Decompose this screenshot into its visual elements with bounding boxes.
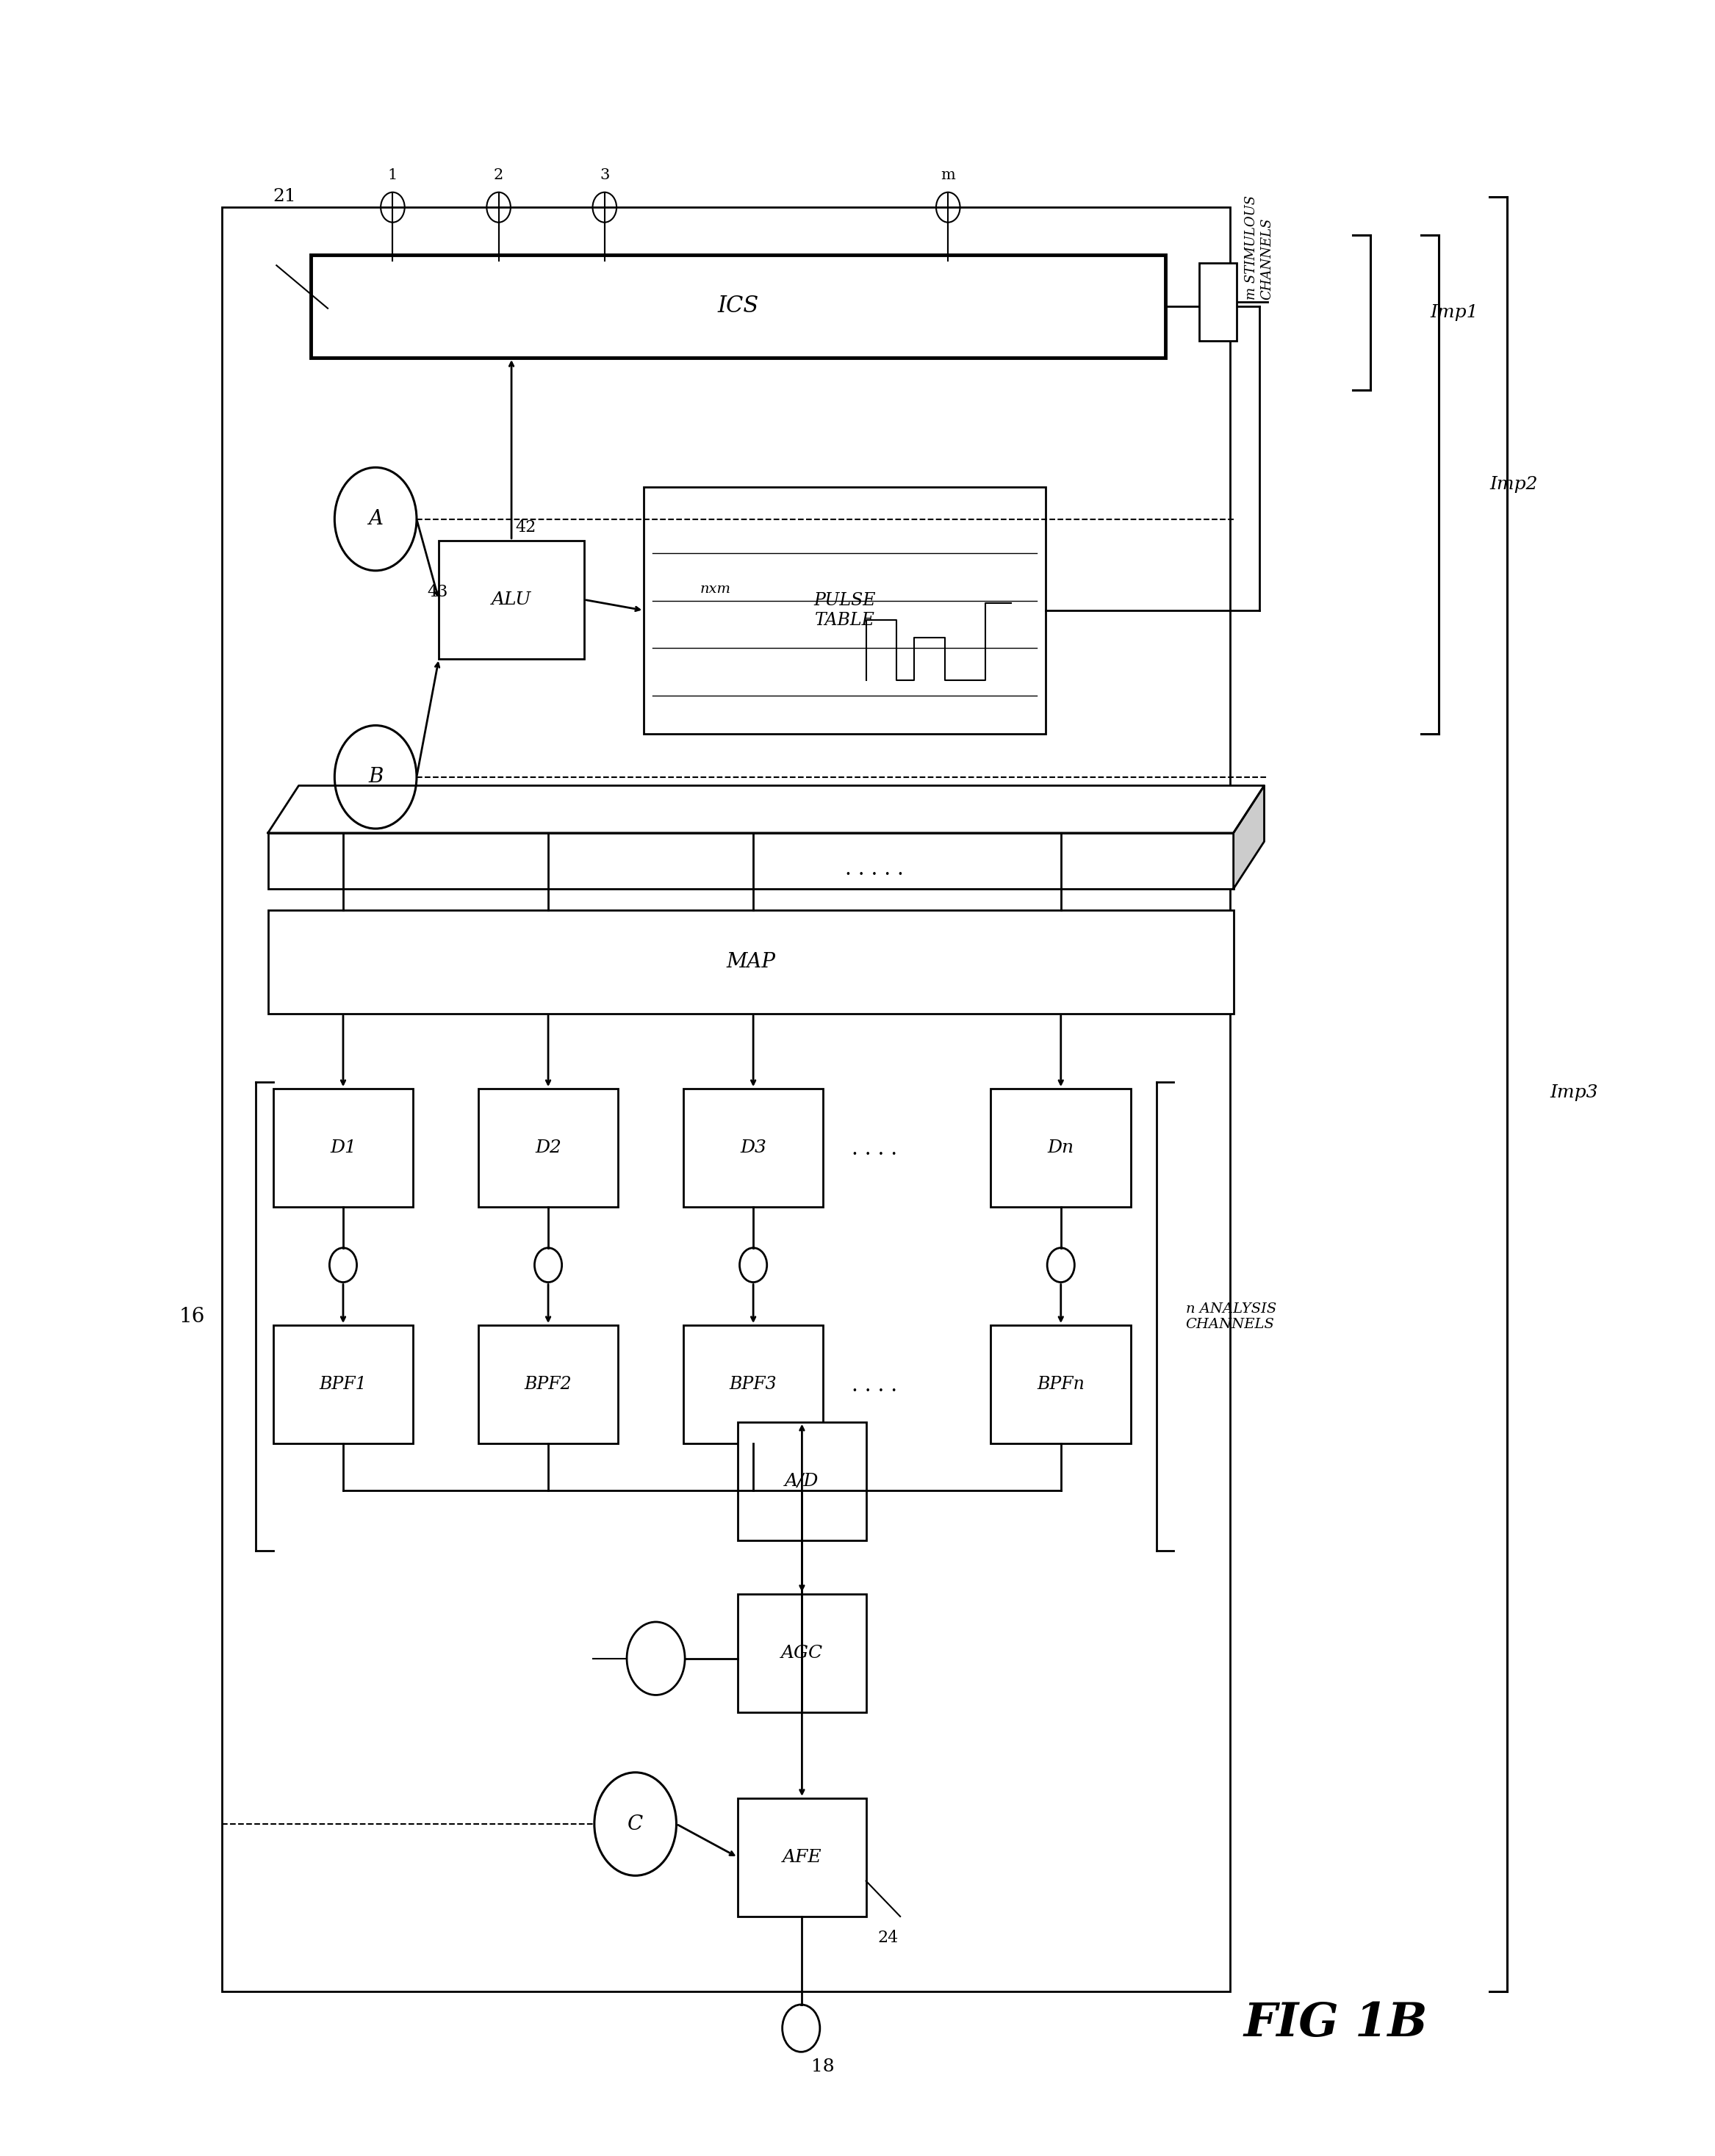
Bar — [737, 1798, 866, 1917]
Text: AFE: AFE — [782, 1850, 821, 1865]
Text: D2: D2 — [535, 1138, 561, 1156]
Text: . . . . .: . . . . . — [845, 860, 904, 880]
Bar — [221, 207, 1230, 1992]
Text: BPF1: BPF1 — [319, 1376, 367, 1393]
Bar — [737, 1593, 866, 1712]
Text: BPFn: BPFn — [1038, 1376, 1084, 1393]
Text: A/D: A/D — [785, 1473, 820, 1490]
Text: AGC: AGC — [780, 1645, 823, 1662]
Text: 24: 24 — [878, 1930, 899, 1947]
Bar — [268, 832, 1233, 888]
Text: FIG 1B: FIG 1B — [1243, 2001, 1429, 2046]
Text: MAP: MAP — [725, 953, 775, 972]
Text: BPF3: BPF3 — [729, 1376, 777, 1393]
Text: 2: 2 — [494, 168, 504, 181]
Text: 1: 1 — [388, 168, 398, 181]
Text: 18: 18 — [811, 2059, 835, 2076]
Text: D3: D3 — [741, 1138, 767, 1156]
Bar — [478, 1326, 617, 1445]
Bar — [643, 487, 1046, 733]
Text: A: A — [369, 509, 382, 528]
Bar — [683, 1326, 823, 1445]
Bar — [991, 1326, 1130, 1445]
Text: 3: 3 — [600, 168, 609, 181]
Text: m STIMULOUS
CHANNELS: m STIMULOUS CHANNELS — [1245, 196, 1273, 300]
Text: Dn: Dn — [1048, 1138, 1074, 1156]
Bar — [439, 541, 585, 660]
Text: C: C — [628, 1813, 643, 1835]
Text: Imp3: Imp3 — [1550, 1084, 1598, 1102]
Text: 21: 21 — [273, 188, 297, 205]
Text: ICS: ICS — [717, 295, 758, 317]
Bar — [683, 1089, 823, 1207]
Text: PULSE
TABLE: PULSE TABLE — [813, 593, 876, 630]
Bar — [273, 1326, 413, 1445]
Bar — [478, 1089, 617, 1207]
Text: nxm: nxm — [700, 582, 731, 595]
Text: B: B — [369, 768, 382, 787]
Bar — [310, 254, 1164, 358]
Text: n ANALYSIS
CHANNELS: n ANALYSIS CHANNELS — [1185, 1302, 1276, 1330]
Text: ALU: ALU — [492, 591, 532, 608]
Bar — [737, 1423, 866, 1539]
Text: Imp1: Imp1 — [1430, 304, 1478, 321]
Text: 16: 16 — [178, 1307, 204, 1326]
Text: Imp2: Imp2 — [1490, 476, 1538, 494]
Text: 42: 42 — [516, 520, 537, 535]
Polygon shape — [1233, 785, 1264, 888]
Bar — [991, 1089, 1130, 1207]
Text: . . . .: . . . . — [852, 1376, 897, 1395]
Polygon shape — [268, 785, 1264, 832]
Text: 43: 43 — [427, 584, 448, 599]
Bar — [268, 910, 1233, 1013]
Text: m: m — [942, 168, 955, 181]
Text: BPF2: BPF2 — [525, 1376, 571, 1393]
Bar — [1199, 263, 1237, 341]
Bar — [273, 1089, 413, 1207]
Text: D1: D1 — [329, 1138, 357, 1156]
Text: . . . .: . . . . — [852, 1138, 897, 1160]
